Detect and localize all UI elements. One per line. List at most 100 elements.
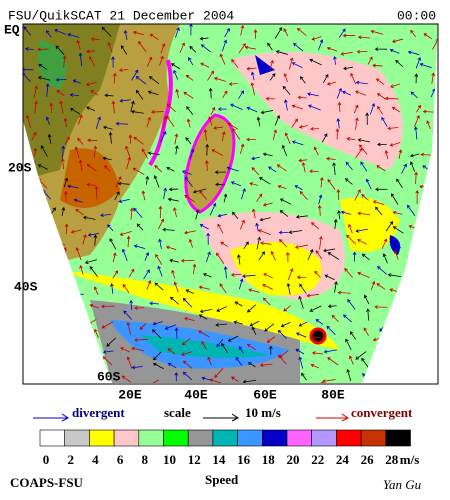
- wind-arrow: [23, 67, 34, 72]
- wind-arrow: [111, 56, 115, 68]
- wind-arrow: [319, 235, 323, 250]
- wind-arrow: [34, 242, 48, 246]
- wind-arrow: [376, 283, 386, 290]
- wind-arrow: [214, 170, 226, 175]
- lat-label: EQ: [4, 22, 20, 37]
- wind-arrow: [348, 223, 353, 234]
- wind-arrow: [275, 50, 288, 55]
- wind-arrow: [117, 181, 130, 186]
- wind-arrow: [240, 24, 245, 36]
- lon-label: 60E: [253, 387, 277, 402]
- lon-label: 20E: [118, 387, 142, 402]
- wind-arrow: [345, 161, 353, 171]
- wind-arrow: [337, 290, 351, 295]
- wind-arrow: [298, 124, 308, 129]
- wind-arrow: [126, 235, 131, 248]
- wind-arrow: [110, 283, 114, 294]
- colorbar-label: 6: [117, 452, 124, 467]
- wind-arrow: [337, 210, 341, 220]
- wind-arrow: [154, 165, 163, 173]
- lat-label: 20S: [8, 160, 32, 175]
- wind-arrow: [293, 42, 304, 52]
- wind-arrow: [174, 133, 179, 145]
- wind-arrow: [118, 68, 129, 73]
- wind-arrow: [434, 190, 438, 201]
- wind-arrow: [182, 170, 192, 175]
- wind-arrow: [294, 185, 303, 191]
- wind-arrow: [278, 354, 287, 365]
- wind-arrow: [145, 175, 150, 185]
- wind-arrow: [217, 223, 224, 234]
- wind-arrow: [387, 126, 399, 131]
- wind-arrow: [374, 47, 388, 52]
- blue-spot: [389, 235, 401, 255]
- wind-arrow: [200, 62, 210, 68]
- wind-arrow: [185, 74, 194, 81]
- wind-arrow: [43, 312, 52, 322]
- wind-arrow: [310, 222, 320, 230]
- wind-arrow: [77, 359, 84, 370]
- wind-arrow: [25, 114, 31, 128]
- wind-arrow: [207, 356, 212, 366]
- wind-arrow: [230, 376, 239, 382]
- wind-arrow: [150, 110, 164, 114]
- wind-arrow: [55, 293, 65, 298]
- wind-arrow: [89, 303, 100, 309]
- wind-arrow: [336, 118, 341, 129]
- wind-arrow: [338, 28, 346, 38]
- wind-arrow: [366, 308, 370, 321]
- wind-arrow: [119, 230, 132, 236]
- wind-arrow: [269, 73, 276, 81]
- wind-arrow: [410, 91, 418, 99]
- wind-arrow: [278, 239, 288, 248]
- wind-arrow: [315, 319, 324, 325]
- wind-arrow: [174, 327, 179, 339]
- wind-arrow: [131, 365, 143, 370]
- wind-arrow: [414, 73, 419, 84]
- wind-arrow: [422, 270, 434, 277]
- wind-arrow: [30, 367, 34, 381]
- wind-arrow: [258, 177, 271, 185]
- wind-arrow: [60, 158, 65, 170]
- wind-arrow: [262, 202, 273, 207]
- wind-arrow: [182, 360, 193, 369]
- wind-arrow: [188, 238, 193, 248]
- wind-arrow: [133, 207, 143, 218]
- wind-arrow: [361, 194, 369, 201]
- wind-arrow: [51, 347, 64, 353]
- wind-arrow: [166, 103, 176, 112]
- wind-arrow: [285, 251, 290, 263]
- colorbar-label: 0: [43, 452, 50, 467]
- wind-arrow: [381, 238, 388, 249]
- wind-arrow: [249, 320, 260, 327]
- wind-arrow: [184, 194, 195, 203]
- wind-arrow: [407, 257, 420, 264]
- wind-arrow: [114, 191, 120, 201]
- wind-arrow: [182, 297, 193, 308]
- wind-arrow: [27, 296, 32, 306]
- wind-arrow: [23, 353, 32, 361]
- wind-arrow: [391, 38, 404, 44]
- wind-arrow: [251, 326, 257, 335]
- time: 00:00: [397, 8, 436, 23]
- wind-arrow: [141, 148, 148, 159]
- wind-arrow: [274, 27, 283, 39]
- wind-arrow: [131, 69, 139, 81]
- wind-arrow: [375, 78, 385, 85]
- wind-arrow: [76, 330, 84, 339]
- wind-arrow: [171, 63, 181, 70]
- wind-arrow: [274, 114, 281, 126]
- wind-arrow: [357, 238, 367, 245]
- wind-arrow: [87, 138, 98, 143]
- wind-arrow: [296, 27, 307, 36]
- wind-arrow: [427, 381, 436, 383]
- wind-arrow: [319, 176, 324, 188]
- wind-arrow: [119, 98, 132, 103]
- wind-arrow: [247, 304, 256, 313]
- wind-arrow: [138, 41, 147, 52]
- wind-arrow: [189, 148, 195, 160]
- wind-arrow: [318, 194, 323, 205]
- wind-arrow: [291, 104, 303, 110]
- wind-arrow: [268, 166, 277, 173]
- wind-arrow: [336, 189, 341, 200]
